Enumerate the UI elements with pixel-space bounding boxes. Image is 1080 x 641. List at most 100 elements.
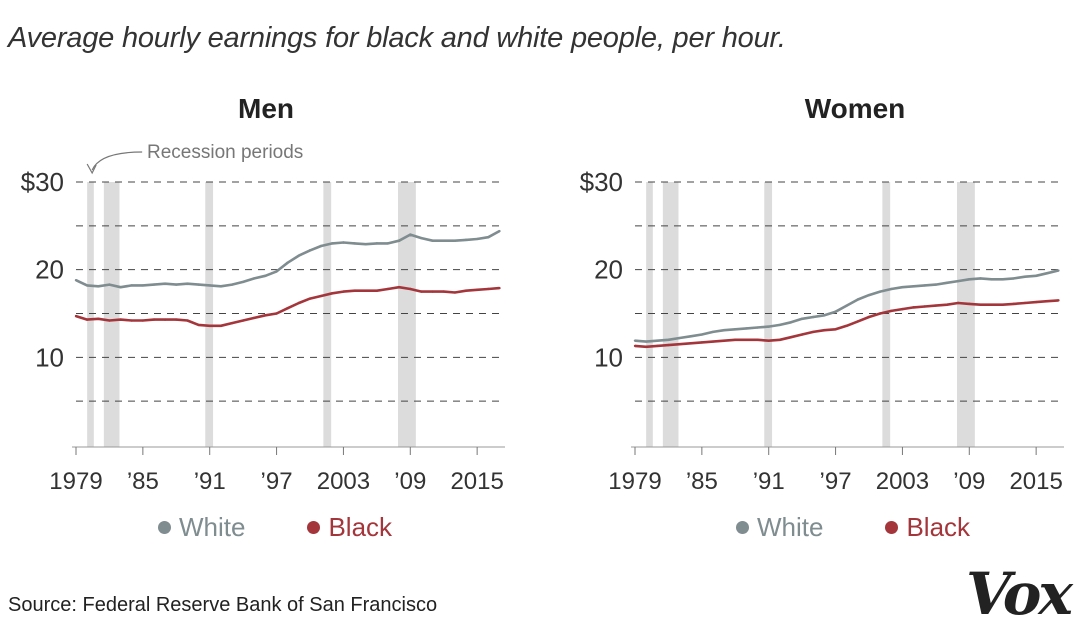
data-point-white [286, 261, 289, 264]
legend-label-white: White [179, 512, 246, 542]
y-tick-label: $30 [580, 167, 623, 197]
y-tick-label: 10 [35, 342, 64, 372]
data-point-black [656, 344, 659, 348]
data-point-black [331, 292, 334, 295]
y-tick-label: 20 [594, 255, 623, 285]
data-point-white [186, 282, 189, 285]
data-point-black [319, 294, 323, 298]
data-point-white [152, 283, 156, 286]
x-tick-label: ’85 [127, 468, 159, 495]
data-point-black [901, 307, 904, 311]
data-point-black [74, 314, 78, 318]
data-point-black [934, 304, 938, 307]
data-point-black [979, 303, 982, 306]
recession-band [398, 182, 416, 447]
data-point-white [867, 293, 871, 297]
data-point-white [319, 244, 323, 248]
data-point-white [453, 239, 457, 242]
data-point-black [141, 319, 145, 322]
data-point-black [767, 339, 770, 342]
y-tick-label: 20 [35, 255, 64, 285]
vox-logo: Vox [966, 560, 1073, 628]
data-point-black [678, 342, 681, 346]
data-point-black [667, 343, 670, 347]
data-point-black [1034, 300, 1038, 304]
data-point-white [734, 328, 737, 331]
data-point-black [420, 290, 423, 293]
data-point-black [464, 289, 468, 292]
data-point-white [800, 317, 804, 320]
data-point-black [1001, 303, 1004, 306]
data-point-white [431, 239, 434, 242]
data-point-white [945, 281, 949, 285]
data-point-white [845, 304, 848, 307]
chart-panel-women: Women 10 20 $30 1979 ’85 ’91 ’97 2003 ’09 2015 [580, 93, 1064, 495]
data-point-white [956, 279, 960, 283]
x-tick-label: ’91 [753, 468, 785, 495]
data-point-black [878, 312, 882, 315]
data-point-white [74, 278, 78, 282]
data-point-black [197, 323, 200, 327]
legend-label-black: Black [328, 512, 393, 542]
data-point-black [219, 324, 223, 327]
data-point-white [308, 249, 312, 252]
recession-band [646, 182, 653, 447]
x-tick-label: 2003 [317, 468, 370, 495]
data-point-white [1057, 269, 1060, 272]
data-point-white [711, 330, 715, 334]
legend-men: White Black [158, 512, 392, 543]
data-point-white [700, 333, 704, 336]
data-point-white [275, 270, 278, 273]
data-point-black [856, 320, 860, 323]
data-point-white [1046, 271, 1049, 275]
data-point-black [409, 287, 412, 291]
legend-label-white: White [757, 512, 824, 542]
x-tick-label: ’09 [394, 468, 426, 495]
recession-band [662, 182, 679, 447]
data-point-black [130, 319, 133, 322]
data-point-white [464, 238, 468, 242]
data-point-white [241, 280, 245, 284]
data-point-black [108, 319, 111, 322]
data-point-black [800, 333, 804, 336]
data-point-white [767, 325, 770, 328]
data-point-white [375, 242, 379, 245]
data-point-black [711, 340, 715, 343]
data-point-white [968, 278, 971, 281]
recession-band [957, 182, 975, 447]
data-point-white [130, 284, 133, 287]
data-point-black [734, 338, 737, 341]
legend-swatch-white [158, 521, 171, 534]
data-point-white [979, 277, 982, 280]
data-point-white [789, 321, 793, 324]
data-point-white [834, 310, 837, 313]
data-point-white [409, 233, 412, 236]
data-point-white [208, 284, 211, 287]
data-point-black [745, 338, 748, 341]
data-point-black [475, 288, 479, 292]
data-point-white [97, 285, 100, 288]
data-point-white [386, 242, 390, 245]
legend-swatch-black [307, 521, 321, 534]
data-point-black [700, 341, 704, 344]
data-point-white [197, 283, 200, 286]
data-point-black [364, 289, 367, 292]
data-point-black [1012, 302, 1016, 306]
data-point-black [689, 342, 692, 345]
legend-item-white: White [158, 512, 245, 543]
data-point-white [923, 284, 926, 287]
data-point-black [722, 339, 726, 342]
data-point-white [678, 336, 681, 340]
data-point-black [342, 290, 345, 293]
data-point-white [487, 236, 490, 239]
data-point-white [442, 239, 445, 242]
data-point-black [152, 318, 156, 321]
data-point-black [208, 324, 211, 327]
data-point-black [264, 314, 267, 317]
x-tick-label: 2015 [1009, 468, 1062, 495]
data-point-black [397, 286, 401, 289]
data-point-black [812, 330, 815, 334]
data-point-white [498, 229, 501, 233]
series-line-white [75, 229, 501, 289]
